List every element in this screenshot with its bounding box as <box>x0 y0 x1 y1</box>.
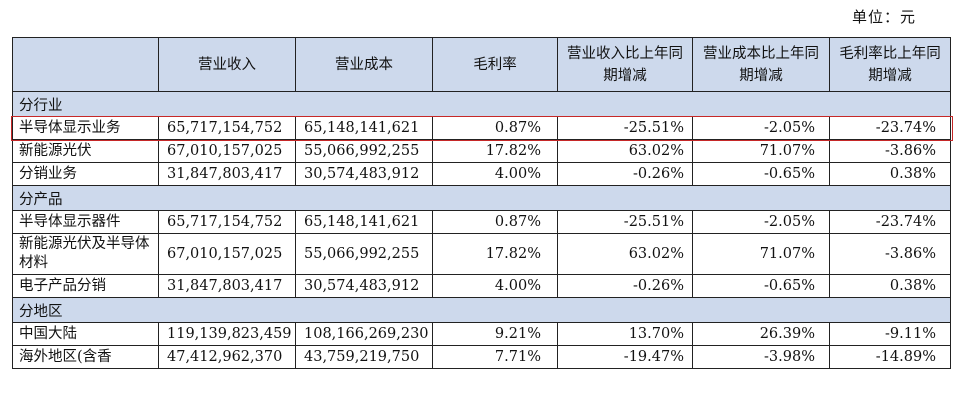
header-cell-row-label <box>12 37 159 92</box>
unit-label: 单位：元 <box>851 8 916 26</box>
revenue-change-cell: 63.02% <box>557 233 693 275</box>
table-body: 分行业 半导体显示业务 65,717,154,752 65,148,141,621 0.… <box>12 91 951 369</box>
table-row: 分销业务 31,847,803,417 30,574,483,912 4.00% -0.… <box>12 162 951 186</box>
cost-cell: 65,148,141,621 <box>295 116 433 140</box>
header-cell-revenue-change: 营业收入比上年同期增减 <box>557 37 693 92</box>
revenue-cell: 67,010,157,025 <box>158 233 296 275</box>
cost-change-cell: 71.07% <box>692 139 830 163</box>
margin-cell: 7.71% <box>432 345 558 369</box>
revenue-cell: 47,412,962,370 <box>158 345 296 369</box>
cost-change-cell: 26.39% <box>692 322 830 346</box>
header-cell-cost: 营业成本 <box>295 37 433 92</box>
margin-change-cell: -14.89% <box>829 345 951 369</box>
row-label-cell: 电子产品分销 <box>12 274 159 298</box>
margin-cell: 4.00% <box>432 274 558 298</box>
row-label-cell: 半导体显示器件 <box>12 210 159 234</box>
cost-change-cell: -2.05% <box>692 210 830 234</box>
revenue-change-cell: -19.47% <box>557 345 693 369</box>
revenue-cell: 65,717,154,752 <box>158 210 296 234</box>
row-label-cell: 新能源光伏 <box>12 139 159 163</box>
cost-change-cell: -0.65% <box>692 274 830 298</box>
cost-cell: 55,066,992,255 <box>295 233 433 275</box>
table-row: 新能源光伏 67,010,157,025 55,066,992,255 17.82% 6… <box>12 139 951 163</box>
row-label-cell: 半导体显示业务 <box>12 116 159 140</box>
margin-change-cell: -9.11% <box>829 322 951 346</box>
row-label-cell: 分销业务 <box>12 162 159 186</box>
margin-cell: 17.82% <box>432 139 558 163</box>
revenue-change-cell: -25.51% <box>557 210 693 234</box>
margin-cell: 17.82% <box>432 233 558 275</box>
table-header: 营业收入 营业成本 毛利率 营业收入比上年同期增减 营业成本比上年同期增减 毛利… <box>12 37 951 92</box>
header-cell-cost-change: 营业成本比上年同期增减 <box>692 37 830 92</box>
cost-cell: 43,759,219,750 <box>295 345 433 369</box>
margin-cell: 9.21% <box>432 322 558 346</box>
margin-change-cell: 0.38% <box>829 162 951 186</box>
cost-change-cell: -2.05% <box>692 116 830 140</box>
cost-cell: 30,574,483,912 <box>295 162 433 186</box>
margin-change-cell: -3.86% <box>829 233 951 275</box>
section-row: 分行业 <box>12 91 951 117</box>
cost-cell: 30,574,483,912 <box>295 274 433 298</box>
financial-table: 营业收入 营业成本 毛利率 营业收入比上年同期增减 营业成本比上年同期增减 毛利… <box>12 37 951 369</box>
margin-cell: 4.00% <box>432 162 558 186</box>
margin-change-cell: -23.74% <box>829 116 951 140</box>
revenue-cell: 65,717,154,752 <box>158 116 296 140</box>
table-row: 半导体显示器件 65,717,154,752 65,148,141,621 0.87%… <box>12 210 951 234</box>
margin-change-cell: 0.38% <box>829 274 951 298</box>
cost-change-cell: 71.07% <box>692 233 830 275</box>
section-row: 分产品 <box>12 185 951 211</box>
row-label-cell: 新能源光伏及半导体材料 <box>12 233 159 275</box>
section-title: 分地区 <box>12 297 951 323</box>
header-cell-margin-change: 毛利率比上年同期增减 <box>829 37 951 92</box>
revenue-cell: 119,139,823,459 <box>158 322 296 346</box>
margin-cell: 0.87% <box>432 116 558 140</box>
row-label-cell: 海外地区(含香 <box>12 345 159 369</box>
revenue-cell: 31,847,803,417 <box>158 274 296 298</box>
revenue-change-cell: 63.02% <box>557 139 693 163</box>
margin-cell: 0.87% <box>432 210 558 234</box>
margin-change-cell: -23.74% <box>829 210 951 234</box>
cost-cell: 55,066,992,255 <box>295 139 433 163</box>
revenue-change-cell: -25.51% <box>557 116 693 140</box>
section-title: 分产品 <box>12 185 951 211</box>
cost-change-cell: -3.98% <box>692 345 830 369</box>
revenue-change-cell: -0.26% <box>557 274 693 298</box>
table-row: 半导体显示业务 65,717,154,752 65,148,141,621 0.87%… <box>12 116 951 140</box>
header-cell-revenue: 营业收入 <box>158 37 296 92</box>
revenue-change-cell: 13.70% <box>557 322 693 346</box>
table-row: 电子产品分销 31,847,803,417 30,574,483,912 4.00% -… <box>12 274 951 298</box>
section-row: 分地区 <box>12 297 951 323</box>
cost-cell: 65,148,141,621 <box>295 210 433 234</box>
cost-cell: 108,166,269,230 <box>295 322 433 346</box>
table-row: 海外地区(含香 47,412,962,370 43,759,219,750 7.71%… <box>12 345 951 369</box>
table-row: 中国大陆 119,139,823,459 108,166,269,230 9.21% 1… <box>12 322 951 346</box>
row-label-cell: 中国大陆 <box>12 322 159 346</box>
header-cell-margin: 毛利率 <box>432 37 558 92</box>
table-row: 新能源光伏及半导体材料 67,010,157,025 55,066,992,255 1… <box>12 233 951 275</box>
revenue-cell: 31,847,803,417 <box>158 162 296 186</box>
margin-change-cell: -3.86% <box>829 139 951 163</box>
revenue-change-cell: -0.26% <box>557 162 693 186</box>
section-title: 分行业 <box>12 91 951 117</box>
revenue-cell: 67,010,157,025 <box>158 139 296 163</box>
cost-change-cell: -0.65% <box>692 162 830 186</box>
